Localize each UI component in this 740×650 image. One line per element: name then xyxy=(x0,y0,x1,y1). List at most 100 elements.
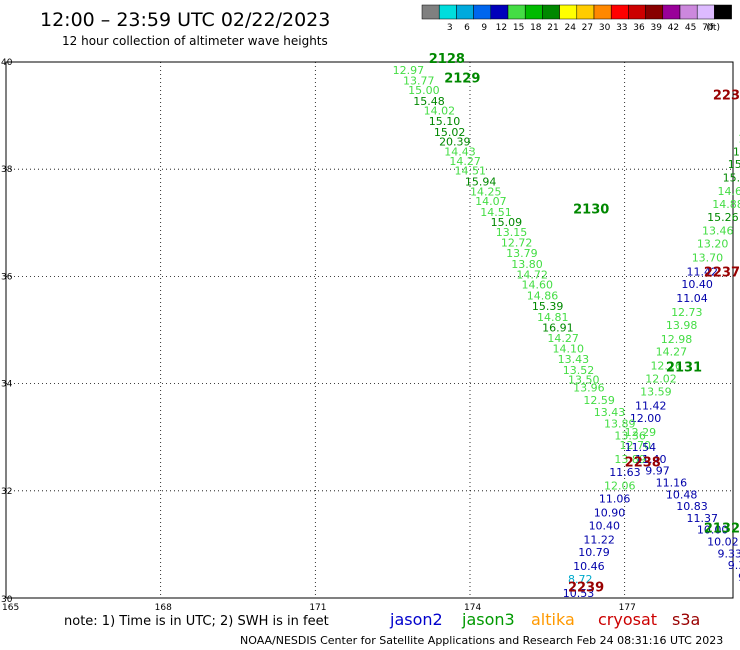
swh-value-label: 12.29 xyxy=(625,426,657,439)
swh-value-label: 14.27 xyxy=(547,332,579,345)
swh-value-label: 14.27 xyxy=(656,346,688,359)
swh-value-label: 11.04 xyxy=(676,292,708,305)
swh-value-label: 12.73 xyxy=(671,306,703,319)
swh-value-label: 14.07 xyxy=(475,195,507,208)
swh-value-label: 13.43 xyxy=(558,353,590,366)
x-tick-label: 168 xyxy=(155,603,172,613)
swh-value-label: 8.72 xyxy=(568,573,593,586)
swh-value-label: 11.22 xyxy=(583,533,615,546)
swh-value-label: 14.81 xyxy=(537,311,569,324)
x-tick-label: 174 xyxy=(464,603,481,613)
swh-value-label: 12.06 xyxy=(604,480,636,493)
swh-value-label: 14.86 xyxy=(527,289,559,302)
pass-number-label: 2132 xyxy=(704,522,740,537)
swh-value-label: 9.97 xyxy=(645,465,670,478)
swh-value-label: 14.25 xyxy=(470,185,502,198)
swh-value-label: 14.02 xyxy=(424,105,456,118)
pass-labels: 2128 2129 2130 2131 2132 2237 2238 2239 223 xyxy=(429,52,740,595)
y-tick-label: 30 xyxy=(1,595,13,605)
scale-label: 15 xyxy=(513,23,524,33)
swh-value-label: 12.97 xyxy=(393,64,425,77)
scale-swatch xyxy=(679,4,698,20)
grid-lines xyxy=(6,62,733,598)
scale-swatch xyxy=(490,4,509,20)
pass-number-label: 2238 xyxy=(625,456,661,471)
swh-value-label: 11.06 xyxy=(599,493,631,506)
swh-value-label: 13.89 xyxy=(604,418,636,431)
swh-value-label: 14.51 xyxy=(480,206,512,219)
swh-value-label: 13.46 xyxy=(702,225,734,238)
scale-label: 12 xyxy=(496,23,507,33)
swh-value-label: 13.50 xyxy=(568,374,600,387)
swh-value-label: 10.00 xyxy=(697,524,729,537)
swh-value-label: 12.16 xyxy=(650,360,682,373)
swh-value-label: 11.42 xyxy=(635,399,667,412)
scale-label: 27 xyxy=(582,23,593,33)
swh-value-label: 14.88 xyxy=(712,198,740,211)
swh-value-label: 15.09 xyxy=(491,216,522,229)
swh-value-label: 9.33 xyxy=(717,547,740,560)
x-tick-label: 177 xyxy=(619,603,636,613)
swh-value-label: 14.10 xyxy=(552,343,584,356)
swh-value-label: 15.39 xyxy=(532,300,564,313)
scale-label: 30 xyxy=(599,23,611,33)
swh-value-label: 10.83 xyxy=(676,500,708,513)
scale-label: 21 xyxy=(547,23,558,33)
y-tick-label: 32 xyxy=(1,487,12,497)
x-tick-label: 171 xyxy=(309,603,326,613)
swh-value-label: 14.72 xyxy=(516,269,548,282)
scale-label: 18 xyxy=(530,23,542,33)
pass-number-label: 2129 xyxy=(444,71,480,86)
scale-swatch xyxy=(593,4,612,20)
swh-value-label: 12.00 xyxy=(630,412,662,425)
color-scale: 3 6 9 12 15 18 21 24 27 30 33 36 39 42 45 70(ft) xyxy=(421,4,732,33)
pass-number-label: 223 xyxy=(713,89,740,104)
swh-value-label: 14.54 xyxy=(738,132,740,145)
satellite-name: s3a xyxy=(672,610,700,629)
swh-value-label: 15.00 xyxy=(408,84,440,97)
pass-number-label: 2237 xyxy=(704,265,740,280)
scale-swatch xyxy=(628,4,646,20)
satellite-name: cryosat xyxy=(598,610,657,629)
swh-value-label: 13.98 xyxy=(666,319,698,332)
swh-value-label: 11.42 xyxy=(687,265,719,278)
swh-value-label: 13.52 xyxy=(563,364,595,377)
swh-value-label: 9.10 xyxy=(738,571,740,584)
axis-ticks: 165 168 171 174 177 30 32 34 36 38 40 xyxy=(1,58,636,613)
swh-value-label: 12.98 xyxy=(661,333,693,346)
swh-points: 12.9713.7715.0015.4814.0215.1015.0220.39… xyxy=(393,64,740,600)
pass-number-label: 2128 xyxy=(429,52,465,67)
swh-value-label: 10.40 xyxy=(589,519,621,532)
swh-value-label: 10.90 xyxy=(594,507,626,520)
swh-value-label: 15.31 xyxy=(733,145,740,158)
satellite-name: altika xyxy=(531,610,575,629)
pass-number-label: 2239 xyxy=(568,581,604,596)
y-tick-label: 40 xyxy=(1,58,13,68)
swh-value-label: 13.79 xyxy=(506,247,537,260)
plot-frame xyxy=(5,61,734,599)
swh-value-label: 12.72 xyxy=(501,236,533,249)
chart-subtitle: 12 hour collection of altimeter wave hei… xyxy=(62,34,328,48)
swh-value-label: 13.77 xyxy=(403,75,435,88)
scale-label: 9 xyxy=(481,23,487,33)
credit-line: NOAA/NESDIS Center for Satellite Applica… xyxy=(240,634,723,647)
scale-swatch xyxy=(576,4,595,20)
swh-value-label: 14.61 xyxy=(717,185,740,198)
swh-value-label: 15.64 xyxy=(723,172,740,185)
scale-label: 6 xyxy=(464,23,470,33)
swh-value-label: 13.15 xyxy=(496,226,528,239)
swh-value-label: 11.63 xyxy=(609,466,641,479)
swh-value-label: 10.48 xyxy=(666,488,698,501)
swh-value-label: 15.94 xyxy=(465,175,497,188)
swh-value-label: 13.96 xyxy=(573,382,605,395)
scale-swatch xyxy=(421,4,440,20)
scale-swatch xyxy=(524,4,543,20)
scale-label: 3 xyxy=(447,23,453,33)
scale-swatch xyxy=(542,4,560,20)
scale-swatch xyxy=(610,4,629,20)
chart-title: 12:00 – 23:59 UTC 02/22/2023 xyxy=(40,9,330,31)
swh-value-label: 12.02 xyxy=(645,373,677,386)
swh-value-label: 10.40 xyxy=(681,278,713,291)
scale-swatch xyxy=(714,4,732,20)
swh-value-label: 14.27 xyxy=(449,155,481,168)
